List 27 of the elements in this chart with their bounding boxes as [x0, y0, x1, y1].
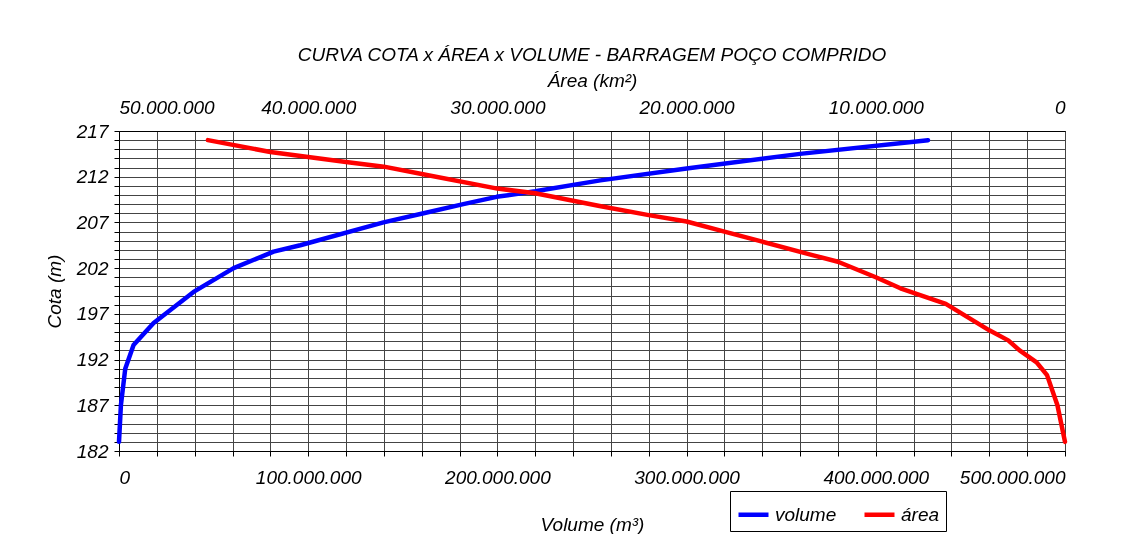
- x-axis-title: Volume (m³): [540, 513, 645, 534]
- y-tick-label: 217: [75, 120, 110, 142]
- y-tick-label: 207: [75, 211, 110, 233]
- x-tick-label: 400.000.000: [823, 466, 930, 488]
- y-tick-label: 192: [76, 349, 109, 371]
- x-tick-label: 100.000.000: [255, 466, 362, 488]
- x2-tick-label: 10.000.000: [828, 96, 925, 118]
- x-tick-label: 0: [119, 466, 131, 488]
- y-tick-label: 202: [75, 257, 109, 279]
- y-tick-label: 182: [76, 440, 109, 462]
- y-tick-label: 187: [76, 394, 110, 416]
- legend-label: volume: [775, 503, 837, 525]
- y-tick-label: 197: [76, 303, 110, 325]
- x2-tick-label: 0: [1054, 96, 1066, 118]
- x-tick-label: 300.000.000: [634, 466, 741, 488]
- x2-tick-label: 30.000.000: [450, 96, 546, 118]
- x2-tick-label: 20.000.000: [638, 96, 736, 118]
- x2-tick-label: 40.000.000: [261, 96, 357, 118]
- y-tick-label: 212: [75, 166, 109, 188]
- x-tick-label: 500.000.000: [959, 466, 1066, 488]
- x2-axis-title: Área (km²): [546, 69, 638, 91]
- line-series: [116, 137, 931, 445]
- y-axis-title: Cota (m): [43, 254, 65, 329]
- chart-title: CURVA COTA x ÁREA x VOLUME - BARRAGEM POÇO COMPRIDO: [297, 44, 887, 65]
- legend-label: área: [901, 503, 940, 525]
- x2-tick-label: 50.000.000: [119, 96, 216, 118]
- x-tick-label: 200.000.000: [444, 466, 552, 488]
